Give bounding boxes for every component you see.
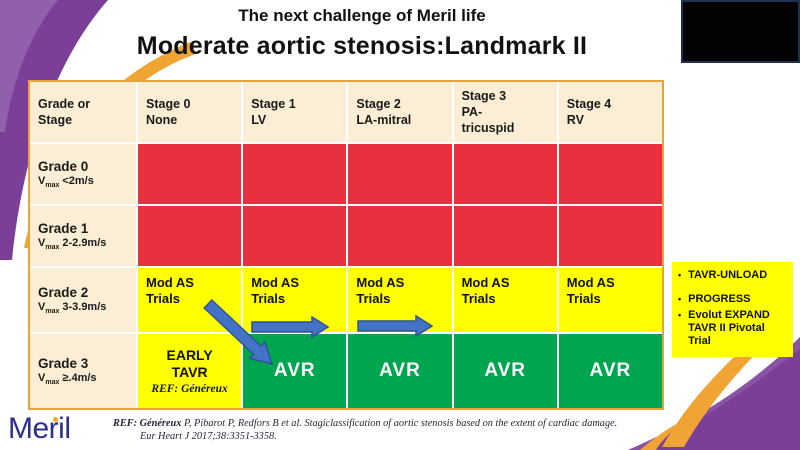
table-header-stage-0: Stage 0 None: [138, 82, 242, 142]
reference-label: REF: Généreux: [113, 418, 182, 429]
avr-text: AVR: [379, 360, 421, 381]
v-subscript: max: [45, 379, 60, 387]
cell-grade0-stage1: [243, 144, 347, 204]
cell-grade3-stage4-avr: AVR: [558, 334, 662, 408]
row-label-grade-1: Grade 1 Vmax 2-2.9m/s: [30, 206, 136, 266]
slide-subtitle: Moderate aortic stenosis:Landmark II: [136, 32, 588, 60]
early-tavr-ref: REF: Généreux: [151, 382, 228, 395]
avr-text: AVR: [484, 360, 527, 381]
vmax-label: Vmax 3-3.9m/s: [38, 301, 136, 315]
reference-line-2: Eur Heart J 2017;38:3351-3358.: [140, 431, 277, 443]
cell-grade0-stage4: [558, 144, 662, 204]
reference-line-1: REF: Généreux P, Pibarot P, Redfors B et…: [113, 417, 693, 430]
title-block: The next challenge of Meril life Moderat…: [62, 6, 662, 61]
vmax-label: Vmax ≥.4m/s: [38, 372, 136, 386]
v-subscript: max: [45, 244, 60, 252]
bullet-item: • Evolut EXPAND TAVR II Pivotal Trial: [678, 309, 789, 348]
grade-title: Grade 2: [38, 284, 89, 300]
reference-text: REF: Généreux P, Pibarot P, Redfors B et…: [113, 417, 693, 444]
grade-title: Grade 0: [38, 158, 89, 174]
v-value: ≥.4m/s: [62, 371, 97, 384]
v-subscript: max: [45, 182, 60, 190]
avr-text: AVR: [589, 360, 632, 381]
logo-accent-dot-icon: [53, 417, 58, 422]
cell-grade0-stage3: [453, 144, 557, 204]
cell-grade2-stage4: Mod AS Trials: [558, 268, 662, 332]
header-label: Stage 3 PA- tricuspid: [461, 88, 515, 136]
cell-grade3-stage1-avr: AVR: [243, 334, 347, 408]
cell-grade2-stage2: Mod AS Trials: [348, 268, 452, 332]
row-label-grade-0: Grade 0 Vmax <2m/s: [30, 144, 136, 204]
bullet-icon: •: [678, 270, 682, 280]
bullet-text: Evolut EXPAND TAVR II Pivotal Trial: [688, 308, 770, 347]
v-subscript: max: [45, 308, 60, 316]
bullet-text: TAVR-UNLOAD: [688, 269, 768, 281]
cell-grade0-stage0: [138, 144, 242, 204]
mod-as-text: Mod AS Trials: [461, 275, 510, 307]
reference-body: P, Pibarot P, Redfors B et al. Stagiclas…: [181, 418, 618, 429]
v-value: 2-2.9m/s: [62, 236, 107, 249]
table-header-stage-4: Stage 4 RV: [558, 82, 662, 142]
v-symbol: V: [38, 300, 46, 313]
cell-grade3-stage3-avr: AVR: [453, 334, 557, 408]
bullet-icon: •: [678, 309, 682, 320]
cell-grade1-stage1: [243, 206, 347, 266]
row-label-grade-2: Grade 2 Vmax 3-3.9m/s: [30, 268, 136, 332]
vmax-label: Vmax 2-2.9m/s: [38, 237, 136, 251]
corner-swoosh-bottom-right: [628, 331, 800, 450]
cell-grade3-stage0-early-tavr: EARLY TAVR REF: Généreux: [138, 334, 242, 408]
mod-as-text: Mod AS Trials: [566, 275, 615, 307]
bullet-item: • TAVR-UNLOAD: [678, 269, 789, 282]
bullet-icon: •: [678, 293, 682, 304]
cell-grade2-stage0: Mod AS Trials: [138, 268, 242, 332]
table-header-grade-or-stage: Grade or Stage: [30, 82, 136, 142]
bullet-item: • PROGRESS: [678, 293, 789, 306]
v-symbol: V: [38, 236, 46, 249]
cell-grade2-stage3: Mod AS Trials: [453, 268, 557, 332]
cell-grade1-stage3: [453, 206, 557, 266]
staging-table: Grade or Stage Stage 0 None Stage 1 LV S…: [28, 80, 664, 410]
header-label: Stage 2 LA-mitral: [356, 96, 412, 127]
header-label: Stage 4 RV: [566, 96, 612, 127]
cell-grade1-stage2: [348, 206, 452, 266]
header-label: Grade or Stage: [38, 96, 91, 127]
header-label: Stage 0 None: [146, 96, 191, 127]
slide-title: The next challenge of Meril life: [238, 6, 486, 25]
cell-grade1-stage0: [138, 206, 242, 266]
header-label: Stage 1 LV: [251, 96, 296, 127]
grade-title: Grade 1: [38, 220, 89, 236]
cell-grade3-stage2-avr: AVR: [348, 334, 452, 408]
cell-grade0-stage2: [348, 144, 452, 204]
avr-text: AVR: [273, 360, 316, 381]
trials-side-panel: • TAVR-UNLOAD • PROGRESS • Evolut EXPAND…: [672, 262, 793, 357]
table-header-stage-2: Stage 2 LA-mitral: [348, 82, 452, 142]
vmax-label: Vmax <2m/s: [38, 175, 136, 189]
mod-as-text: Mod AS Trials: [356, 275, 405, 307]
v-value: <2m/s: [62, 174, 94, 187]
v-symbol: V: [38, 174, 46, 187]
table-header-stage-3: Stage 3 PA- tricuspid: [453, 82, 557, 142]
cell-grade1-stage4: [558, 206, 662, 266]
cell-grade2-stage1: Mod AS Trials: [243, 268, 347, 332]
mod-as-text: Mod AS Trials: [251, 275, 300, 307]
grade-title: Grade 3: [38, 355, 89, 371]
early-tavr-text: EARLY TAVR: [166, 347, 213, 380]
black-media-box: [681, 0, 800, 63]
v-symbol: V: [38, 371, 46, 384]
mod-as-text: Mod AS Trials: [146, 275, 194, 307]
meril-logo: Meril: [8, 412, 71, 445]
v-value: 3-3.9m/s: [62, 300, 107, 313]
table-header-stage-1: Stage 1 LV: [243, 82, 347, 142]
bullet-text: PROGRESS: [688, 292, 751, 305]
row-label-grade-3: Grade 3 Vmax ≥.4m/s: [30, 334, 136, 408]
